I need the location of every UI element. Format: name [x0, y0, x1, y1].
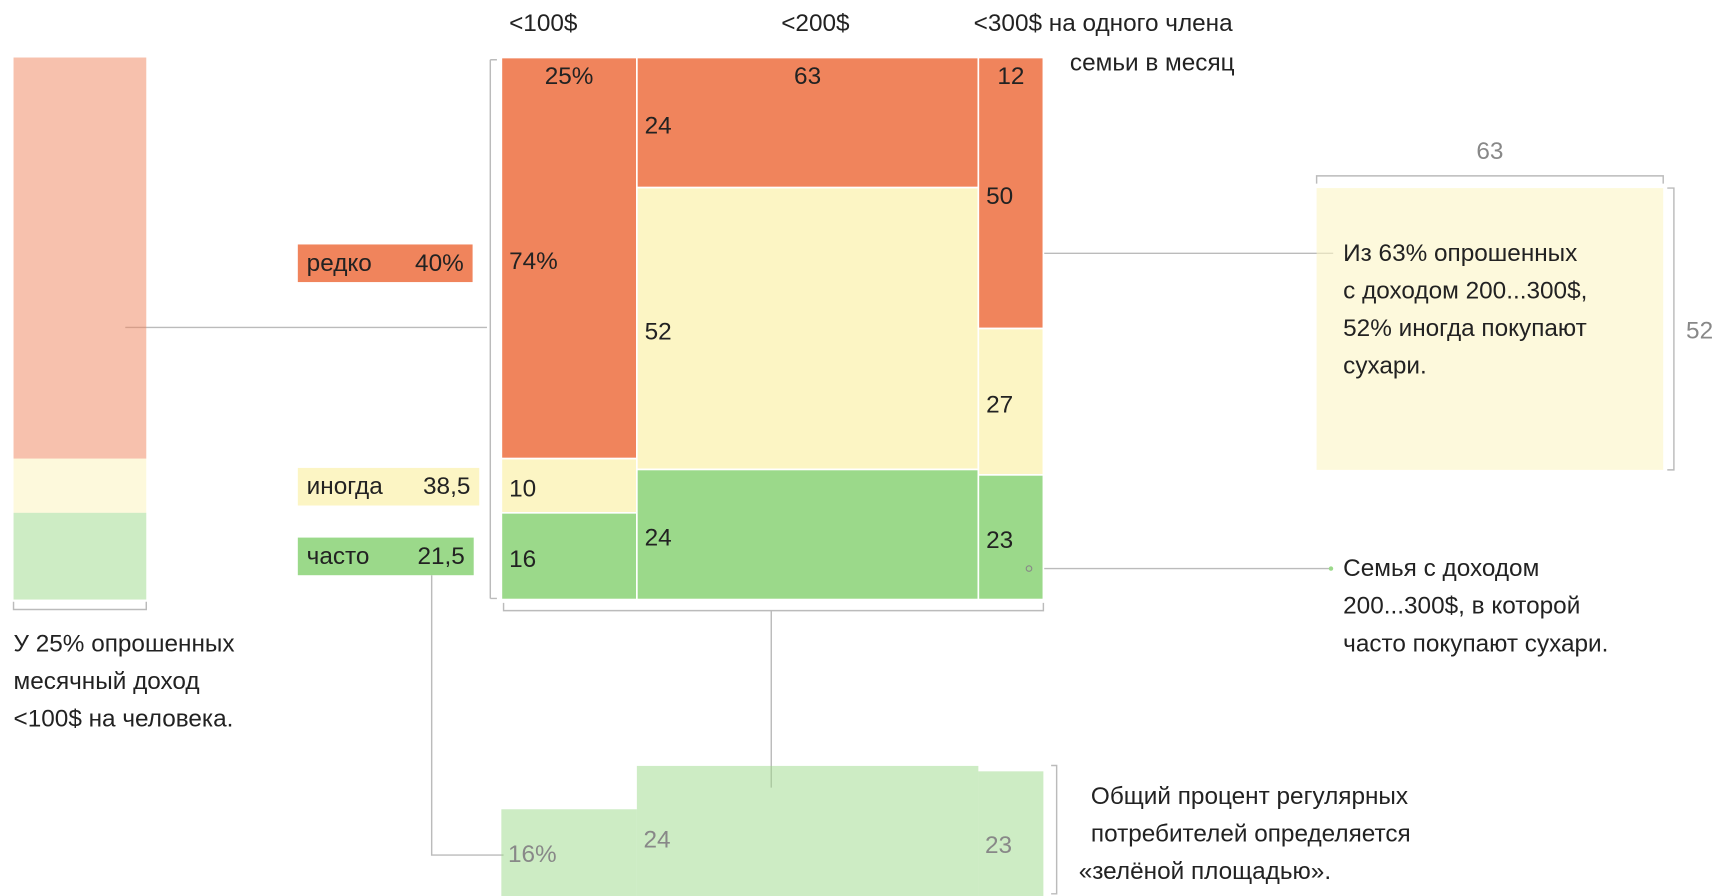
left-bracket — [125, 59, 497, 600]
callout-line: с доходом 200...300$, — [1343, 277, 1587, 304]
callout-side-bracket — [1667, 187, 1675, 471]
column-header: <200$ — [781, 10, 850, 37]
mosaic-cell — [500, 457, 638, 514]
left-note-line: <100$ на человека. — [14, 706, 234, 733]
legend-name: редко — [307, 250, 372, 277]
cell-label: 50 — [986, 183, 1013, 210]
enlarged-cell — [13, 512, 147, 600]
legend-total: 40% — [415, 250, 464, 277]
width-label: 63 — [794, 63, 821, 90]
often-connector — [430, 575, 504, 856]
often-strip — [978, 771, 1044, 896]
legend-name: часто — [307, 543, 370, 570]
cell-note-line: часто покупают сухари. — [1343, 630, 1608, 657]
cell-label: 27 — [986, 392, 1013, 419]
cell-label: 74% — [509, 248, 558, 275]
strip-bracket — [1051, 764, 1058, 895]
bottom-note-line: Общий процент регулярных — [1091, 783, 1408, 810]
left-bar-bracket — [12, 601, 147, 611]
bottom-note-line: «зелёной площадью». — [1079, 858, 1331, 885]
mosaic-cell — [636, 56, 980, 189]
strip-label: 24 — [644, 827, 671, 854]
callout-width: 63 — [1476, 138, 1503, 165]
legend-swatch — [297, 467, 480, 506]
mosaic-cell — [636, 468, 980, 601]
callout-line: Из 63% опрошенных — [1343, 240, 1577, 267]
legend-total: 38,5 — [423, 473, 470, 500]
column-header: <300$ на одного члена — [974, 10, 1233, 37]
cell-label: 23 — [986, 527, 1013, 554]
width-label: 12 — [997, 63, 1024, 90]
mosaic-cell — [636, 186, 980, 471]
left-note-line: У 25% опрошенных — [14, 630, 235, 657]
legend-swatch — [297, 244, 473, 283]
cell-note-line: 200...300$, в которой — [1343, 593, 1580, 620]
callout-height: 52 — [1686, 317, 1713, 344]
legend-total: 21,5 — [417, 543, 464, 570]
cell-label: 24 — [645, 524, 672, 551]
mosaic-cell — [977, 474, 1045, 601]
mosaic-cell — [977, 327, 1045, 476]
enlarged-cell — [13, 458, 147, 513]
bottom-note-line: потребителей определяется — [1091, 821, 1411, 848]
cell-note-line: Семья с доходом — [1343, 555, 1539, 582]
left-note-line: месячный доход — [14, 668, 200, 695]
cell-label: 52 — [645, 318, 672, 345]
column-header: <100$ — [509, 10, 578, 37]
cell-dot-end — [1328, 566, 1334, 571]
callout-top-bracket — [1315, 175, 1664, 184]
strip-label: 16% — [508, 841, 557, 868]
often-strip — [501, 809, 637, 896]
callout-line: сухари. — [1343, 353, 1427, 380]
legend-swatch — [297, 537, 474, 576]
often-strip — [636, 765, 979, 896]
callout-line: 52% иногда покупают — [1343, 315, 1587, 342]
mosaic-cell — [977, 56, 1045, 330]
enlarged-cell — [13, 57, 147, 459]
callout-box — [1316, 188, 1664, 470]
strip-label: 23 — [985, 832, 1012, 859]
cell-label: 24 — [645, 112, 672, 139]
mosaic-cell — [500, 511, 638, 601]
cell-label: 16 — [509, 546, 536, 573]
width-label: 25% — [545, 63, 594, 90]
legend-name: иногда — [307, 473, 384, 500]
header-note: семьи в месяц — [1070, 50, 1235, 77]
bottom-bracket — [502, 602, 1045, 788]
cell-label: 10 — [509, 476, 536, 503]
cell-dot — [1025, 565, 1033, 572]
